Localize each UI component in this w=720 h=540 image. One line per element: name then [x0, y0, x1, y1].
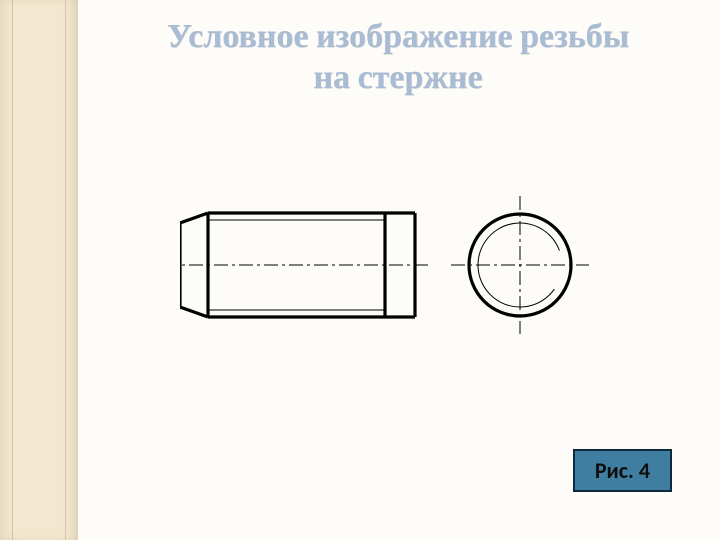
figure-caption: Рис. 4: [573, 449, 672, 492]
technical-drawing: [180, 195, 610, 345]
page-title: Условное изображение резьбы на стержне: [100, 16, 696, 98]
slide: Условное изображение резьбы на стержне Р…: [0, 0, 720, 540]
left-decorative-stripe: [0, 0, 78, 540]
